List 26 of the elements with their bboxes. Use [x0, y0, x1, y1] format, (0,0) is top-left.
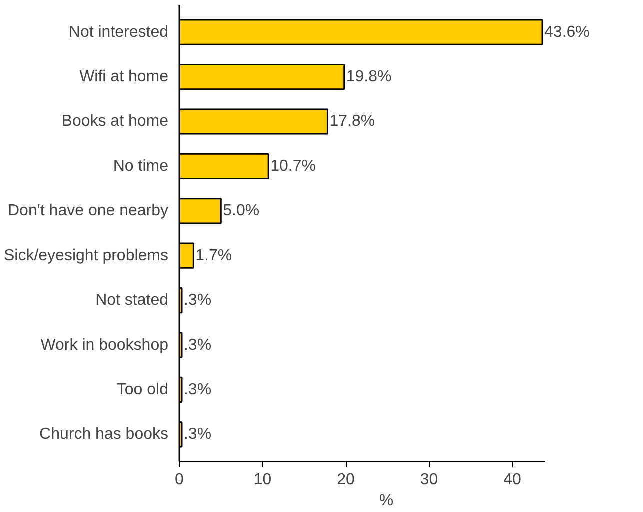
x-tick-label: 10 [254, 472, 272, 488]
x-tick-label: 30 [420, 472, 438, 488]
x-tick-label: 20 [337, 472, 356, 488]
y-tick-label: Sick/eyesight problems [4, 247, 168, 264]
y-tick-label: Too old [116, 381, 168, 398]
data-label: 1.7% [196, 247, 232, 264]
y-tick-label: Wifi at home [80, 68, 169, 86]
y-tick-label: No time [113, 158, 169, 175]
x-tick-label: 0 [175, 472, 184, 488]
data-label: 5.0% [223, 202, 260, 220]
y-tick-label: Books at home [62, 113, 169, 130]
data-label: .3% [184, 336, 212, 354]
y-tick-label: Work in bookshop [40, 336, 169, 354]
data-label: .3% [184, 292, 212, 310]
data-label: 19.8% [346, 68, 392, 86]
y-tick-label: Church has books [40, 426, 169, 444]
data-label: 10.7% [270, 158, 316, 175]
data-label: .3% [184, 381, 212, 398]
y-tick-label: Not stated [96, 292, 169, 310]
y-tick-label: Don't have one nearby [8, 202, 168, 220]
data-label: 43.6% [544, 24, 590, 41]
x-tick-label: 40 [504, 472, 522, 488]
data-label: .3% [184, 426, 212, 444]
y-tick-label: Not interested [68, 24, 168, 41]
x-axis-title: % [379, 492, 394, 510]
data-label: 17.8% [330, 113, 376, 130]
